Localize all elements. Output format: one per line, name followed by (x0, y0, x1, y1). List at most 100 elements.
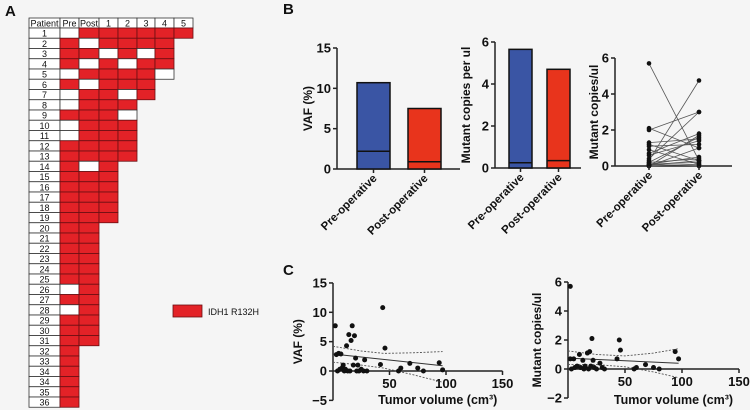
mutation-present-cell (98, 99, 119, 111)
mutation-present-cell (59, 140, 80, 152)
legend-swatch (172, 304, 203, 318)
y-tick-label: 4 (555, 304, 563, 319)
x-tick-label: 150 (728, 374, 750, 389)
mutation-present-cell (98, 171, 119, 183)
patient-id: 9 (42, 111, 47, 121)
mutation-present-cell (59, 242, 80, 254)
mutation-present-cell (154, 37, 175, 49)
mutation-present-cell (78, 253, 100, 265)
mutation-present-cell (59, 273, 80, 285)
y-tick-label: 6 (602, 51, 609, 66)
pre-operative-point (646, 143, 652, 149)
mutation-absent-cell (59, 89, 80, 101)
patient-id: 8 (42, 100, 47, 110)
mutation-present-cell (78, 119, 100, 131)
mutation-present-cell (117, 27, 138, 39)
mutation-present-cell (98, 89, 119, 101)
mutation-present-cell (59, 335, 80, 347)
y-axis-title: VAF (%) (291, 319, 305, 364)
mutation-present-cell (78, 263, 100, 275)
mutation-present-cell (98, 160, 119, 172)
mutation-present-cell (98, 201, 119, 213)
pre-operative-point (646, 61, 652, 66)
patient-id: 11 (40, 131, 49, 141)
patient-id: 17 (39, 193, 49, 203)
patient-id: 21 (39, 234, 49, 244)
panel-label-c: C (283, 262, 294, 279)
y-axis-title: Mutant copies/ul (530, 293, 544, 388)
mutation-present-cell (78, 109, 100, 121)
paired-line (648, 149, 700, 165)
panel-label-b: B (283, 1, 294, 18)
x-tick-label: 50 (618, 374, 632, 389)
y-tick-label: 0 (324, 162, 331, 177)
patient-id: 28 (39, 305, 49, 315)
data-point (651, 365, 656, 371)
data-point (340, 362, 346, 368)
mutation-present-cell (59, 181, 80, 193)
patient-id: 3 (42, 49, 47, 59)
bar-post-operative (546, 68, 571, 169)
data-point (656, 366, 662, 372)
mutation-absent-cell (117, 58, 138, 70)
mutation-present-cell (117, 68, 138, 80)
y-tick-label: 2 (482, 119, 489, 134)
data-point (348, 337, 354, 343)
y-tick-label: 6 (555, 275, 562, 290)
mutation-present-cell (173, 27, 194, 39)
mutation-present-cell (98, 58, 119, 70)
data-point (589, 336, 595, 342)
mutation-present-cell (98, 78, 119, 90)
mutation-present-cell (98, 130, 119, 142)
data-point (601, 366, 607, 372)
mutation-absent-cell (59, 68, 80, 80)
y-tick-label: 15 (313, 275, 327, 290)
y-tick-label: 10 (317, 81, 331, 96)
regression-line (332, 353, 443, 367)
data-point (590, 357, 596, 363)
data-point (436, 360, 442, 366)
mutation-present-cell (154, 48, 175, 60)
table-header-label: 5 (181, 19, 186, 29)
mutation-present-cell (98, 27, 119, 39)
data-point (614, 356, 620, 362)
mutation-present-cell (78, 294, 100, 306)
patient-id: 30 (39, 326, 49, 336)
mutation-present-cell (154, 27, 175, 39)
data-point (349, 323, 355, 329)
patient-id: 34 (39, 367, 49, 377)
patient-id: 6 (42, 80, 47, 90)
mutation-present-cell (78, 130, 100, 142)
mutation-present-cell (59, 232, 80, 244)
mutation-present-cell (59, 314, 80, 326)
mutation-present-cell (59, 150, 80, 162)
y-axis-title: Mutant copies per ul (459, 47, 473, 164)
data-point (407, 360, 413, 366)
mutation-present-cell (59, 324, 80, 336)
mutation-present-cell (59, 355, 80, 367)
mutation-present-cell (154, 58, 175, 70)
mutation-present-cell (136, 68, 156, 80)
data-point (567, 283, 573, 289)
mutation-present-cell (59, 345, 80, 357)
patient-id: 25 (39, 275, 49, 285)
data-point (420, 368, 426, 374)
mutation-present-cell (78, 222, 100, 234)
y-tick-label: 5 (320, 334, 327, 349)
patient-id: 29 (39, 316, 49, 326)
table-header-label: Pre (62, 19, 76, 29)
patient-id: 33 (39, 357, 49, 367)
x-tick-label: 100 (435, 376, 457, 391)
data-point (582, 363, 588, 369)
data-point (597, 360, 603, 366)
mutation-present-cell (136, 78, 156, 90)
mutation-absent-cell (59, 99, 80, 111)
table-header-label: Post (80, 19, 99, 29)
data-point (415, 365, 421, 371)
mutation-present-cell (78, 304, 100, 316)
paired-line (648, 138, 700, 143)
mutation-absent-cell (78, 160, 100, 172)
paired-line (648, 136, 700, 163)
mutation-present-cell (117, 99, 138, 111)
paired-line (648, 162, 700, 165)
